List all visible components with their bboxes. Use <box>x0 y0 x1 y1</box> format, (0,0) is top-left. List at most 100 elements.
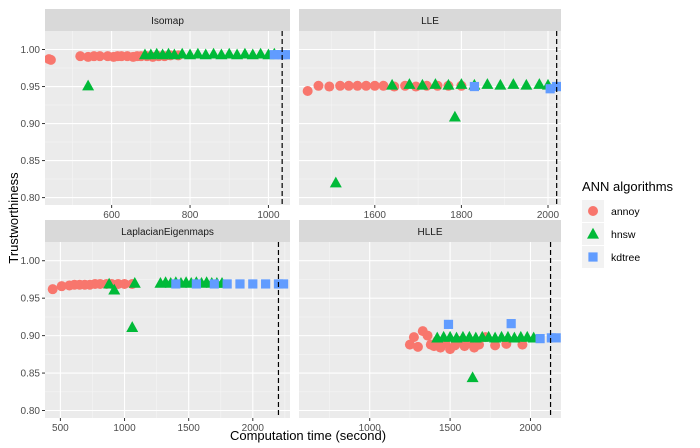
point-hnsw <box>82 79 95 91</box>
point-kdtree <box>554 81 561 92</box>
x-tick-label: 1800 <box>450 210 473 221</box>
x-tick-label: 1000 <box>113 423 136 434</box>
panel-title: HLLE <box>417 227 442 238</box>
point-annoy <box>412 341 423 352</box>
panels-layer: Isomap 0.80 0.85 0.90 0.95 1.00 600 800 1000 LLE 1… <box>21 9 561 434</box>
panel-isomap: Isomap 0.80 0.85 0.90 0.95 1.00 600 800 1000 <box>21 9 290 221</box>
point-annoy <box>47 284 58 295</box>
point-kdtree <box>235 279 245 289</box>
point-kdtree <box>261 279 271 289</box>
point-hnsw <box>108 283 121 295</box>
point-hnsw <box>329 176 342 188</box>
point-hnsw <box>386 78 399 90</box>
point-annoy <box>75 51 86 62</box>
point-kdtree <box>535 334 545 344</box>
x-tick-label: 800 <box>182 210 199 221</box>
point-hnsw <box>254 47 267 59</box>
point-hnsw <box>403 78 416 89</box>
y-tick-label: 1.00 <box>21 256 41 267</box>
panel-title: LaplacianEigenmaps <box>121 227 214 238</box>
point-annoy <box>324 81 335 92</box>
point-kdtree <box>469 81 479 92</box>
panel-points <box>404 319 561 383</box>
y-tick-label: 0.80 <box>21 193 41 204</box>
panel-background <box>45 242 290 418</box>
point-annoy <box>404 339 415 350</box>
point-annoy <box>343 80 354 91</box>
point-hnsw <box>191 47 204 59</box>
point-annoy <box>335 80 346 91</box>
panel-background <box>299 31 561 205</box>
point-kdtree <box>278 279 289 289</box>
point-hnsw <box>520 78 533 90</box>
x-tick-label: 1500 <box>439 423 462 434</box>
legend-entry-annoy: annoy <box>582 200 640 222</box>
y-tick-label: 0.85 <box>21 369 41 380</box>
point-hnsw <box>455 78 468 89</box>
point-hnsw <box>442 78 455 90</box>
point-kdtree <box>171 279 181 289</box>
legend-entry-kdtree: kdtree <box>582 246 640 268</box>
point-annoy <box>313 80 324 91</box>
point-kdtree <box>506 319 516 329</box>
point-annoy <box>352 80 363 91</box>
y-tick-label: 1.00 <box>21 45 41 56</box>
point-kdtree <box>222 279 232 289</box>
panel-title: LLE <box>421 16 439 27</box>
panel-lle: LLE 1600 1800 2000 <box>299 9 561 221</box>
point-annoy <box>422 330 433 341</box>
point-hnsw <box>223 47 236 59</box>
point-hnsw <box>126 321 139 332</box>
panel-background <box>299 242 561 418</box>
point-kdtree <box>209 279 219 289</box>
point-hnsw <box>429 78 442 89</box>
legend-label: annoy <box>611 206 640 218</box>
point-kdtree <box>545 84 555 94</box>
point-annoy <box>369 80 380 91</box>
point-hnsw <box>103 277 116 289</box>
point-kdtree <box>191 279 201 289</box>
point-hnsw <box>238 47 251 59</box>
point-hnsw <box>448 110 461 122</box>
panel-points <box>47 276 289 332</box>
y-tick-label: 0.90 <box>21 331 41 342</box>
point-annoy <box>302 85 313 96</box>
panel-hlle: HLLE 1000 1500 2000 <box>299 220 561 434</box>
panel-strip <box>45 9 290 31</box>
x-axis-title: Computation time (second) <box>230 428 386 443</box>
x-tick-label: 2000 <box>519 423 542 434</box>
legend-entry-hnsw: hnsw <box>582 223 636 245</box>
panel-strip <box>299 220 561 242</box>
point-kdtree <box>248 279 258 289</box>
x-tick-label: 1000 <box>257 210 280 221</box>
point-annoy <box>408 332 419 343</box>
legend-key-hnsw <box>587 227 599 239</box>
legend-key-kdtree <box>588 252 598 262</box>
point-annoy <box>378 80 389 91</box>
point-hnsw <box>533 78 546 89</box>
legend-title: ANN algorithms <box>582 179 674 194</box>
point-hnsw <box>416 78 429 90</box>
y-tick-label: 0.80 <box>21 406 41 417</box>
x-tick-label: 600 <box>103 210 120 221</box>
legend-label: kdtree <box>611 252 640 264</box>
panel-points <box>302 78 561 188</box>
point-hnsw <box>128 276 141 288</box>
legend-key-annoy <box>588 206 598 216</box>
point-hnsw <box>176 47 189 59</box>
point-kdtree <box>546 333 556 343</box>
panel-title: Isomap <box>151 16 184 27</box>
point-annoy <box>56 281 67 292</box>
point-kdtree <box>281 50 290 60</box>
legend-label: hnsw <box>611 229 636 241</box>
point-annoy <box>119 278 130 289</box>
y-tick-label: 0.85 <box>21 156 41 167</box>
legend-entries: annoy hnsw kdtree <box>582 200 640 268</box>
point-kdtree <box>551 333 561 343</box>
x-tick-label: 1000 <box>359 423 382 434</box>
point-kdtree <box>443 319 454 329</box>
y-tick-label: 0.95 <box>21 82 41 93</box>
y-tick-label: 0.95 <box>21 294 41 305</box>
